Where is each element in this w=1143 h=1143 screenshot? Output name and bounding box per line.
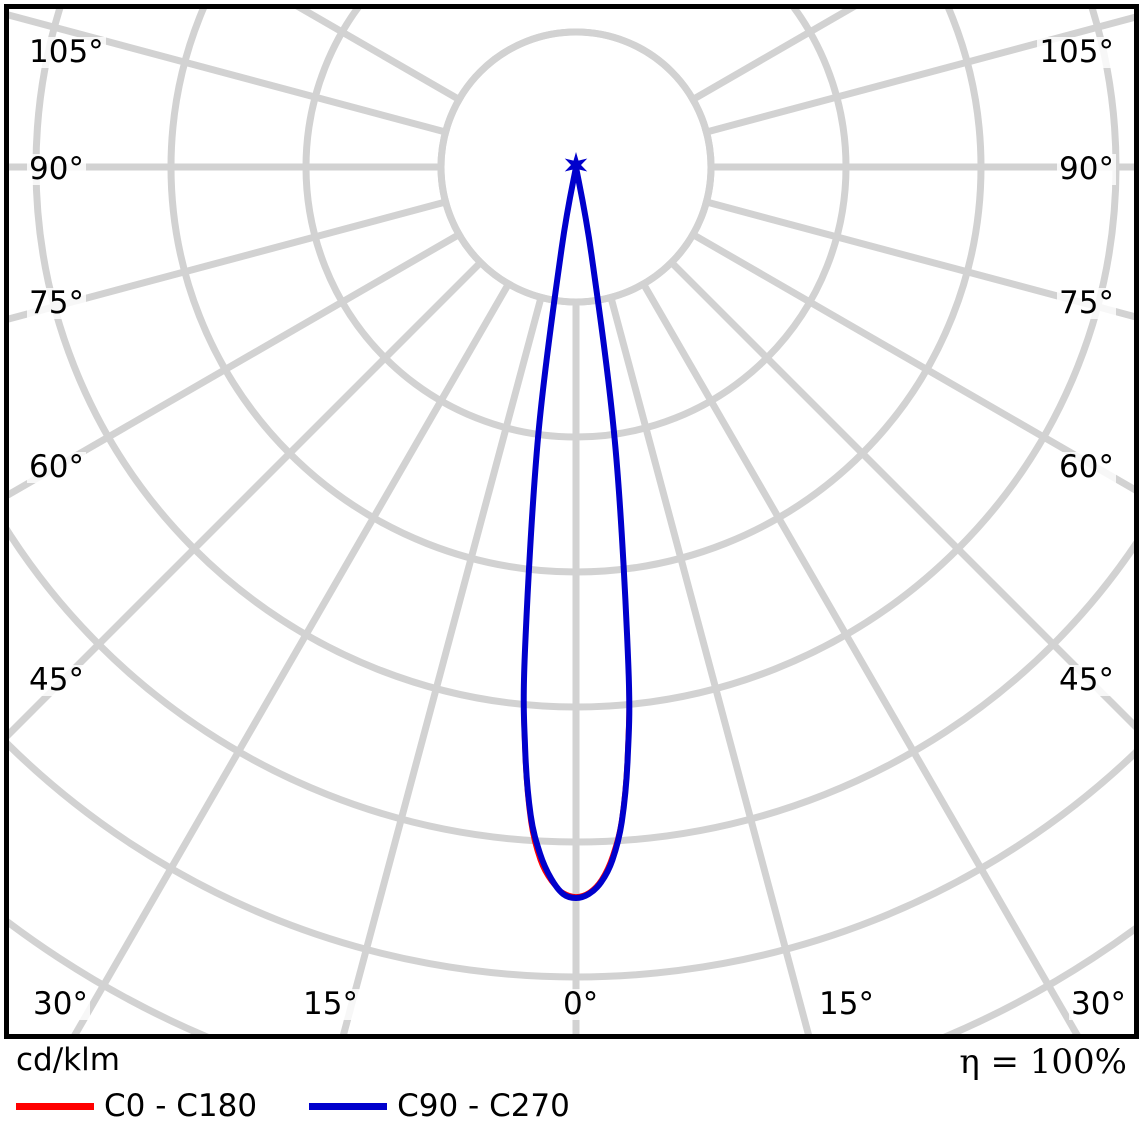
legend-label-c0-c180: C0 - C180 [104,1088,258,1124]
radial-label-right-105: 105° [1037,34,1116,70]
legend-entry-c0-c180: C0 - C180 [16,1091,309,1122]
angular-label-bottom-30-left: 30° [31,986,90,1022]
curve-layer [520,164,633,901]
plot-area: 105° 90° 75° 60° 45° 105° 90° 75° 60° 45… [4,4,1139,1039]
radial-label-right-60: 60° [1057,449,1116,485]
radial-label-right-45: 45° [1057,662,1116,698]
radial-label-left-60: 60° [27,449,86,485]
legend-entry-c90-c270: C90 - C270 [309,1091,622,1122]
radial-label-left-90: 90° [27,151,86,187]
angular-label-bottom-15-left: 15° [301,986,360,1022]
angular-label-bottom-30-right: 30° [1069,986,1128,1022]
legend-swatch-c0-c180 [16,1103,94,1110]
radial-label-right-75: 75° [1057,285,1116,321]
radial-label-left-75: 75° [27,285,86,321]
angular-label-bottom-15-right: 15° [817,986,876,1022]
legend-label-c90-c270: C90 - C270 [397,1088,570,1124]
radial-label-left-105: 105° [27,34,106,70]
polar-grid-and-curves [9,9,1134,1034]
chart-footer: cd/klm η = 100% C0 - C180 C90 - C270 [0,1039,1143,1143]
peak-marker-layer [564,152,588,178]
efficiency-label: η = 100% [959,1042,1127,1082]
legend-swatch-c90-c270 [309,1103,388,1110]
unit-label: cd/klm [16,1042,120,1078]
radial-label-left-45: 45° [27,662,86,698]
angular-label-bottom-0: 0° [561,986,601,1022]
legend: C0 - C180 C90 - C270 [16,1091,622,1122]
radial-label-right-90: 90° [1057,151,1116,187]
